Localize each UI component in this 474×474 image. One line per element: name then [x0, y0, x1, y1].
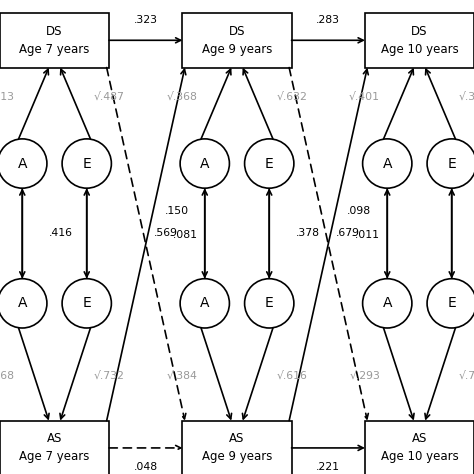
Text: A: A — [18, 296, 27, 310]
Text: √.401: √.401 — [349, 92, 380, 102]
Text: AS
Age 7 years: AS Age 7 years — [19, 432, 90, 464]
Text: E: E — [447, 296, 456, 310]
Text: -.011: -.011 — [352, 229, 380, 240]
Text: DS
Age 9 years: DS Age 9 years — [202, 25, 272, 56]
Text: E: E — [265, 156, 273, 171]
Circle shape — [0, 279, 47, 328]
Circle shape — [363, 279, 412, 328]
FancyArrowPatch shape — [20, 190, 25, 279]
Circle shape — [245, 279, 294, 328]
Text: √.293: √.293 — [349, 371, 380, 381]
Circle shape — [245, 139, 294, 188]
Text: -.081: -.081 — [169, 229, 198, 240]
FancyArrowPatch shape — [292, 446, 363, 450]
FancyArrowPatch shape — [107, 67, 186, 419]
FancyArrowPatch shape — [84, 190, 89, 279]
FancyArrowPatch shape — [289, 69, 368, 421]
Circle shape — [180, 279, 229, 328]
Text: A: A — [383, 296, 392, 310]
Text: A: A — [18, 156, 27, 171]
Text: .378: .378 — [296, 228, 320, 238]
Circle shape — [62, 279, 111, 328]
FancyArrowPatch shape — [243, 69, 273, 139]
Circle shape — [0, 139, 47, 188]
Text: √.487: √.487 — [94, 92, 125, 102]
Text: √.616: √.616 — [276, 371, 307, 381]
Text: √.632: √.632 — [276, 92, 307, 102]
Text: .048: .048 — [134, 462, 158, 472]
Text: E: E — [82, 156, 91, 171]
FancyArrowPatch shape — [18, 69, 48, 139]
FancyArrowPatch shape — [425, 328, 456, 419]
FancyBboxPatch shape — [365, 421, 474, 474]
FancyArrowPatch shape — [20, 188, 25, 277]
Text: .323: .323 — [134, 15, 158, 25]
FancyArrowPatch shape — [242, 328, 273, 419]
Circle shape — [427, 279, 474, 328]
Text: E: E — [82, 296, 91, 310]
FancyArrowPatch shape — [201, 328, 232, 419]
FancyArrowPatch shape — [449, 188, 454, 277]
Text: √.3: √.3 — [459, 92, 474, 102]
Text: .416: .416 — [49, 228, 73, 238]
FancyArrowPatch shape — [109, 446, 181, 450]
Text: DS
Age 10 years: DS Age 10 years — [381, 25, 458, 56]
FancyArrowPatch shape — [267, 188, 272, 277]
FancyArrowPatch shape — [289, 67, 368, 419]
Text: .221: .221 — [316, 462, 340, 472]
FancyBboxPatch shape — [182, 421, 292, 474]
Text: √.368: √.368 — [167, 92, 198, 102]
FancyArrowPatch shape — [383, 328, 414, 419]
FancyArrowPatch shape — [267, 190, 272, 279]
Circle shape — [62, 139, 111, 188]
Text: A: A — [200, 156, 210, 171]
FancyArrowPatch shape — [385, 188, 390, 277]
Text: .283: .283 — [316, 15, 340, 25]
FancyArrowPatch shape — [18, 328, 49, 419]
FancyArrowPatch shape — [202, 190, 207, 279]
FancyArrowPatch shape — [385, 190, 390, 279]
Text: √.13: √.13 — [0, 92, 15, 102]
Text: A: A — [383, 156, 392, 171]
FancyArrowPatch shape — [60, 328, 91, 419]
Text: √.68: √.68 — [0, 371, 15, 381]
FancyBboxPatch shape — [0, 13, 109, 67]
FancyBboxPatch shape — [182, 13, 292, 67]
Text: E: E — [447, 156, 456, 171]
Text: √.732: √.732 — [94, 371, 125, 381]
FancyArrowPatch shape — [201, 69, 231, 139]
Circle shape — [427, 139, 474, 188]
Text: .150: .150 — [164, 206, 189, 216]
FancyArrowPatch shape — [292, 38, 363, 43]
Text: .569: .569 — [154, 228, 178, 238]
FancyArrowPatch shape — [84, 188, 89, 277]
Text: E: E — [265, 296, 273, 310]
Text: AS
Age 10 years: AS Age 10 years — [381, 432, 458, 464]
FancyArrowPatch shape — [107, 69, 186, 421]
FancyArrowPatch shape — [449, 190, 454, 279]
FancyBboxPatch shape — [0, 421, 109, 474]
FancyArrowPatch shape — [202, 188, 207, 277]
FancyArrowPatch shape — [109, 38, 181, 43]
Text: √.384: √.384 — [167, 371, 198, 381]
Text: AS
Age 9 years: AS Age 9 years — [202, 432, 272, 464]
FancyBboxPatch shape — [365, 13, 474, 67]
Text: .679: .679 — [336, 228, 360, 238]
Text: A: A — [200, 296, 210, 310]
Text: DS
Age 7 years: DS Age 7 years — [19, 25, 90, 56]
FancyArrowPatch shape — [61, 69, 91, 139]
Circle shape — [180, 139, 229, 188]
FancyArrowPatch shape — [426, 69, 456, 139]
Text: √.7: √.7 — [459, 371, 474, 381]
Text: .098: .098 — [347, 206, 371, 216]
FancyArrowPatch shape — [383, 69, 413, 139]
Circle shape — [363, 139, 412, 188]
